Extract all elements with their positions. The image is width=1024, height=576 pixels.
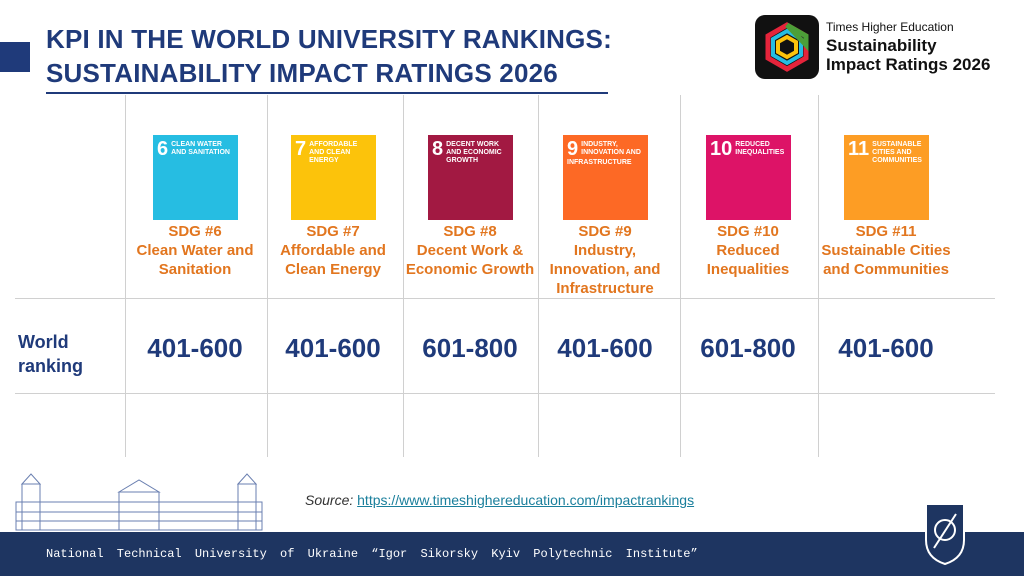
logo-publisher: Times Higher Education — [826, 20, 954, 34]
sdg-icon-number: 6 — [157, 138, 169, 160]
column-rule — [680, 95, 681, 457]
sdg-icon: 8 DECENT WORK AND ECONOMIC GROWTH — [428, 135, 513, 220]
footer-text: National Technical University of Ukraine… — [46, 547, 698, 561]
sdg-icon-number: 8 — [432, 138, 444, 160]
title-underline — [46, 92, 608, 94]
building-illustration — [15, 473, 263, 531]
sdg-icon: 7 AFFORDABLE AND CLEAN ENERGY — [291, 135, 376, 220]
sdg-icon-number: 7 — [295, 138, 307, 160]
ranking: 401-600 — [147, 333, 243, 363]
sdg-code: SDG #7 — [306, 223, 360, 240]
sdg-code: SDG #8 — [443, 223, 497, 240]
column-rule — [125, 95, 126, 457]
source-link[interactable]: https://www.timeshighereducation.com/imp… — [357, 492, 695, 508]
title-line: SUSTAINABILITY IMPACT RATINGS 2026 — [46, 58, 558, 88]
column-rule — [267, 95, 268, 457]
source: Source: https://www.timeshighereducation… — [305, 492, 694, 508]
sdg-heading: SDG #7 Affordable and Clean Energy — [265, 222, 401, 279]
sdg-heading: SDG #11 Sustainable Cities and Communitie… — [818, 222, 954, 279]
sdg-icon: 10 REDUCED INEQUALITIES — [706, 135, 791, 220]
university-emblem — [925, 503, 965, 566]
sdg-icon-text: CLEAN WATER AND SANITATION — [171, 141, 230, 156]
sdg-icon: 6 CLEAN WATER AND SANITATION — [153, 135, 238, 220]
sdg-icon-number: 9 — [567, 138, 579, 160]
sdg-heading: SDG #9 Industry, Innovation, and Infrastr… — [537, 222, 673, 298]
sdg-code: SDG #6 — [168, 223, 222, 240]
sdg-icon-text: REDUCED INEQUALITIES — [735, 141, 785, 156]
sdg-heading: SDG #6 Clean Water and Sanitation — [127, 222, 263, 279]
sdg-name: Affordable and Clean Energy — [280, 242, 386, 278]
logo-name: Sustainability — [826, 36, 937, 55]
sdg-code: SDG #11 — [855, 223, 917, 240]
ranking: 601-800 — [700, 333, 796, 363]
title-line: KPI IN THE WORLD UNIVERSITY RANKINGS: — [46, 24, 612, 54]
sdg-name: Decent Work & Economic Growth — [405, 242, 535, 278]
sdg-icon-text: INDUSTRY, INNOVATION AND INFRASTRUCTURE — [567, 141, 641, 166]
table-rule — [15, 393, 995, 394]
column-rule — [538, 95, 539, 457]
sdg-heading: SDG #10 Reduced Inequalities — [680, 222, 816, 279]
ranking: 401-600 — [285, 333, 381, 363]
ranking: 601-800 — [422, 333, 518, 363]
source-label: Source: — [305, 492, 354, 508]
column-rule — [403, 95, 404, 457]
sdg-icon: 11 SUSTAINABLE CITIES AND COMMUNITIES — [844, 135, 929, 220]
sdg-icon-number: 10 — [710, 138, 733, 160]
footer-bar — [0, 532, 1024, 576]
sdg-icon-number: 11 — [848, 138, 870, 160]
sdg-code: SDG #10 — [717, 223, 779, 240]
ranking: 401-600 — [557, 333, 653, 363]
sdg-name: Industry, Innovation, and Infrastructure — [549, 242, 661, 297]
logo-icon — [755, 15, 819, 79]
ranking: 401-600 — [838, 333, 934, 363]
logo-name: Impact Ratings 2026 — [826, 55, 991, 74]
column-rule — [818, 95, 819, 457]
sdg-name: Clean Water and Sanitation — [136, 242, 254, 278]
sdg-heading: SDG #8 Decent Work & Economic Growth — [402, 222, 538, 279]
sdg-icon-text: AFFORDABLE AND CLEAN ENERGY — [309, 141, 358, 164]
accent-block — [0, 42, 30, 72]
row-label: World ranking — [18, 332, 84, 376]
sdg-icon-text: SUSTAINABLE CITIES AND COMMUNITIES — [872, 141, 922, 164]
sdg-name: Reduced Inequalities — [706, 242, 790, 278]
sdg-code: SDG #9 — [578, 223, 632, 240]
sdg-icon: 9 INDUSTRY, INNOVATION AND INFRASTRUCTURE — [563, 135, 648, 220]
sdg-name: Sustainable Cities and Communities — [821, 242, 951, 278]
table-rule — [15, 298, 995, 299]
sdg-icon-text: DECENT WORK AND ECONOMIC GROWTH — [446, 141, 502, 164]
